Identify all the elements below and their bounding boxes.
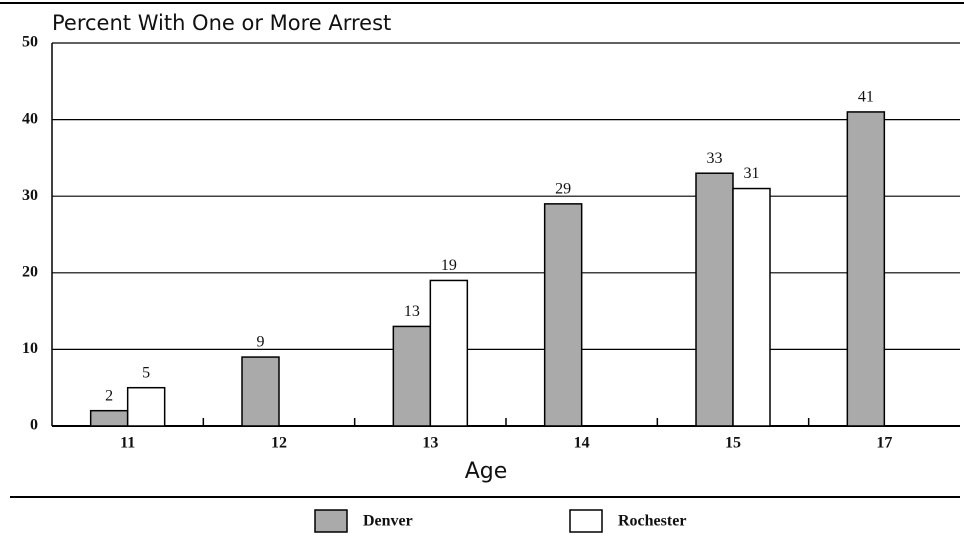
y-tick-label: 10 — [22, 340, 38, 357]
value-label: 5 — [142, 364, 150, 381]
x-tick-label: 12 — [271, 435, 287, 452]
value-label: 2 — [105, 387, 113, 404]
value-label: 9 — [257, 334, 265, 351]
bar — [392, 325, 432, 427]
x-tick-label: 17 — [876, 435, 892, 452]
x-tick-label: 11 — [120, 435, 135, 452]
value-label: 13 — [404, 303, 420, 320]
legend-label: Rochester — [618, 513, 686, 530]
bar — [89, 409, 129, 427]
value-label: 41 — [858, 89, 874, 106]
value-label: 33 — [707, 150, 723, 167]
x-tick-label: 13 — [422, 435, 438, 452]
bar — [846, 111, 886, 427]
bar — [543, 203, 583, 427]
value-label: 29 — [555, 181, 571, 198]
value-label: 31 — [744, 165, 760, 182]
y-tick-label: 50 — [22, 34, 38, 51]
bar — [126, 386, 166, 427]
x-tick-label: 14 — [574, 435, 590, 452]
x-axis-label: Age — [465, 459, 508, 484]
legend-swatch — [569, 509, 603, 533]
value-label: 19 — [441, 257, 457, 274]
y-tick-label: 40 — [22, 110, 38, 127]
bar — [429, 279, 469, 427]
legend-label: Denver — [363, 513, 413, 530]
bar — [695, 172, 734, 427]
legend-swatch — [314, 509, 348, 533]
y-tick-label: 0 — [30, 417, 38, 434]
bar — [241, 356, 280, 427]
y-tick-label: 20 — [22, 263, 38, 280]
x-tick-label: 15 — [725, 435, 741, 452]
bar — [732, 187, 771, 427]
chart-title: Percent With One or More Arrest — [52, 11, 391, 35]
y-tick-label: 30 — [22, 187, 38, 204]
